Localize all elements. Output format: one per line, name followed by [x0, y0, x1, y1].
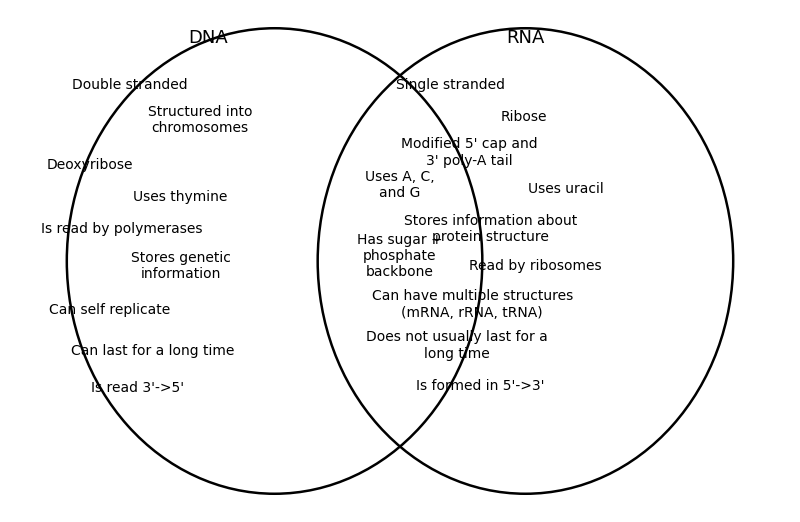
Text: Can have multiple structures
(mRNA, rRNA, tRNA): Can have multiple structures (mRNA, rRNA…	[371, 289, 573, 319]
Text: Modified 5' cap and
3' poly-A tail: Modified 5' cap and 3' poly-A tail	[401, 137, 538, 168]
Text: Double stranded: Double stranded	[72, 77, 187, 91]
Text: Can last for a long time: Can last for a long time	[71, 343, 234, 358]
Text: Has sugar +
phosphate
backbone: Has sugar + phosphate backbone	[357, 233, 443, 279]
Text: Stores genetic
information: Stores genetic information	[130, 251, 230, 281]
Text: Does not usually last for a
long time: Does not usually last for a long time	[366, 330, 547, 361]
Text: Read by ribosomes: Read by ribosomes	[469, 259, 601, 273]
Text: Is read by polymerases: Is read by polymerases	[41, 222, 202, 236]
Text: Stores information about
protein structure: Stores information about protein structu…	[403, 213, 577, 244]
Text: Ribose: Ribose	[501, 110, 547, 124]
Text: Uses thymine: Uses thymine	[134, 190, 228, 204]
Text: RNA: RNA	[506, 29, 545, 48]
Text: Uses uracil: Uses uracil	[528, 182, 604, 196]
Text: Single stranded: Single stranded	[397, 77, 506, 91]
Text: DNA: DNA	[188, 29, 228, 48]
Text: Can self replicate: Can self replicate	[50, 303, 170, 317]
Text: Structured into
chromosomes: Structured into chromosomes	[148, 105, 252, 135]
Text: Uses A, C,
and G: Uses A, C, and G	[365, 170, 435, 200]
Text: Is read 3'->5': Is read 3'->5'	[90, 381, 184, 395]
Text: Deoxyribose: Deoxyribose	[47, 158, 134, 172]
Text: Is formed in 5'->3': Is formed in 5'->3'	[416, 379, 544, 394]
